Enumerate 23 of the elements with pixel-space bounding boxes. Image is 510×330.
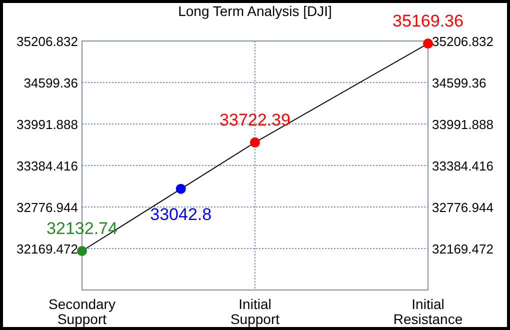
y-tick-label: 34599.36: [24, 76, 78, 90]
data-label: 35169.36: [392, 12, 464, 31]
y2-tick-label: 32776.944: [432, 200, 494, 215]
data-label: 33042.8: [150, 204, 212, 224]
y2-tick-label: 33384.416: [432, 158, 494, 174]
point: [77, 246, 87, 256]
x-tick-label: Initial Resistance: [393, 296, 463, 327]
chart-title: Long Term Analysis [DJI]: [178, 3, 332, 19]
y2-tick-label: 32169.472: [432, 242, 494, 256]
y2-tick-label: 33991.888: [432, 117, 494, 132]
y2-tick-label: 35206.832: [432, 34, 494, 49]
point: [250, 137, 260, 148]
point: [423, 38, 433, 49]
y-tick-label: 35206.832: [16, 34, 78, 49]
y-tick-label: 33384.416: [16, 158, 78, 174]
data-label: 33722.39: [220, 110, 290, 130]
x-tick-label: Secondary Support: [48, 296, 116, 327]
y2-tick-label: 34599.36: [432, 76, 486, 90]
y-tick-label: 32776.944: [16, 200, 78, 215]
y-tick-label: 33991.888: [16, 117, 78, 132]
y-tick-label: 32169.472: [16, 242, 78, 256]
x-tick-label: Initial Support: [230, 296, 280, 327]
point: [176, 184, 186, 194]
